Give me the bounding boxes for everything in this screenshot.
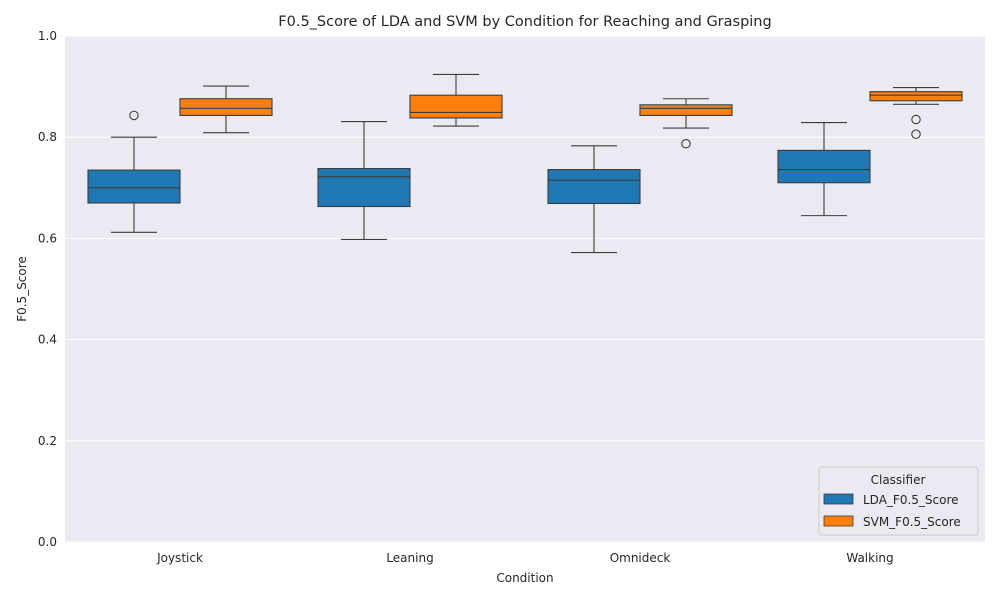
x-tick-label: Walking — [846, 551, 893, 565]
box-LDA_F0.5_Score-Joystick — [87, 110, 181, 233]
x-tick-labels: Joystick Leaning Omnideck Walking — [156, 551, 894, 565]
box-LDA_F0.5_Score-Walking — [777, 121, 871, 217]
box-iqr — [317, 168, 411, 208]
box-SVM_F0.5_Score-Joystick — [179, 85, 273, 134]
legend-swatch-lda — [823, 493, 854, 505]
y-tick-label: 0.6 — [38, 231, 57, 245]
legend-title: Classifier — [871, 473, 926, 487]
outlier-point — [911, 129, 921, 139]
box-iqr — [547, 169, 641, 205]
box-SVM_F0.5_Score-Walking — [869, 87, 963, 139]
x-tick-label: Omnideck — [610, 551, 671, 565]
y-axis-label: F0.5_Score — [15, 256, 29, 322]
y-tick-label: 1.0 — [38, 29, 57, 43]
box-SVM_F0.5_Score-Leaning — [409, 73, 503, 127]
chart-title: F0.5_Score of LDA and SVM by Condition f… — [278, 14, 771, 30]
y-tick-labels: 0.0 0.2 0.4 0.6 0.8 1.0 — [38, 29, 57, 549]
box-iqr — [639, 104, 733, 116]
y-tick-label: 0.0 — [38, 535, 57, 549]
outlier-point — [129, 110, 139, 121]
legend-frame — [818, 466, 979, 536]
box-iqr — [179, 98, 273, 116]
x-tick-label: Leaning — [386, 551, 433, 565]
grid-lines — [65, 35, 985, 543]
legend-label-svm: SVM_F0.5_Score — [863, 515, 961, 529]
box-iqr — [409, 94, 503, 119]
legend: Classifier LDA_F0.5_Score SVM_F0.5_Score — [818, 466, 979, 536]
legend-label-lda: LDA_F0.5_Score — [863, 493, 959, 507]
box-iqr — [869, 91, 963, 102]
box-iqr — [87, 169, 181, 204]
y-tick-label: 0.8 — [38, 130, 57, 144]
box-iqr — [777, 149, 871, 184]
box-SVM_F0.5_Score-Omnideck — [639, 98, 733, 149]
x-tick-label: Joystick — [156, 551, 203, 565]
legend-swatch-svm — [823, 515, 854, 527]
y-tick-label: 0.2 — [38, 434, 57, 448]
outlier-point — [681, 139, 691, 149]
plot-background — [65, 36, 985, 542]
outlier-point — [911, 114, 921, 125]
box-LDA_F0.5_Score-Omnideck — [547, 145, 641, 254]
x-axis-label: Condition — [496, 571, 553, 585]
y-tick-label: 0.4 — [38, 333, 57, 347]
box-LDA_F0.5_Score-Leaning — [317, 120, 411, 240]
box-groups — [87, 73, 963, 254]
